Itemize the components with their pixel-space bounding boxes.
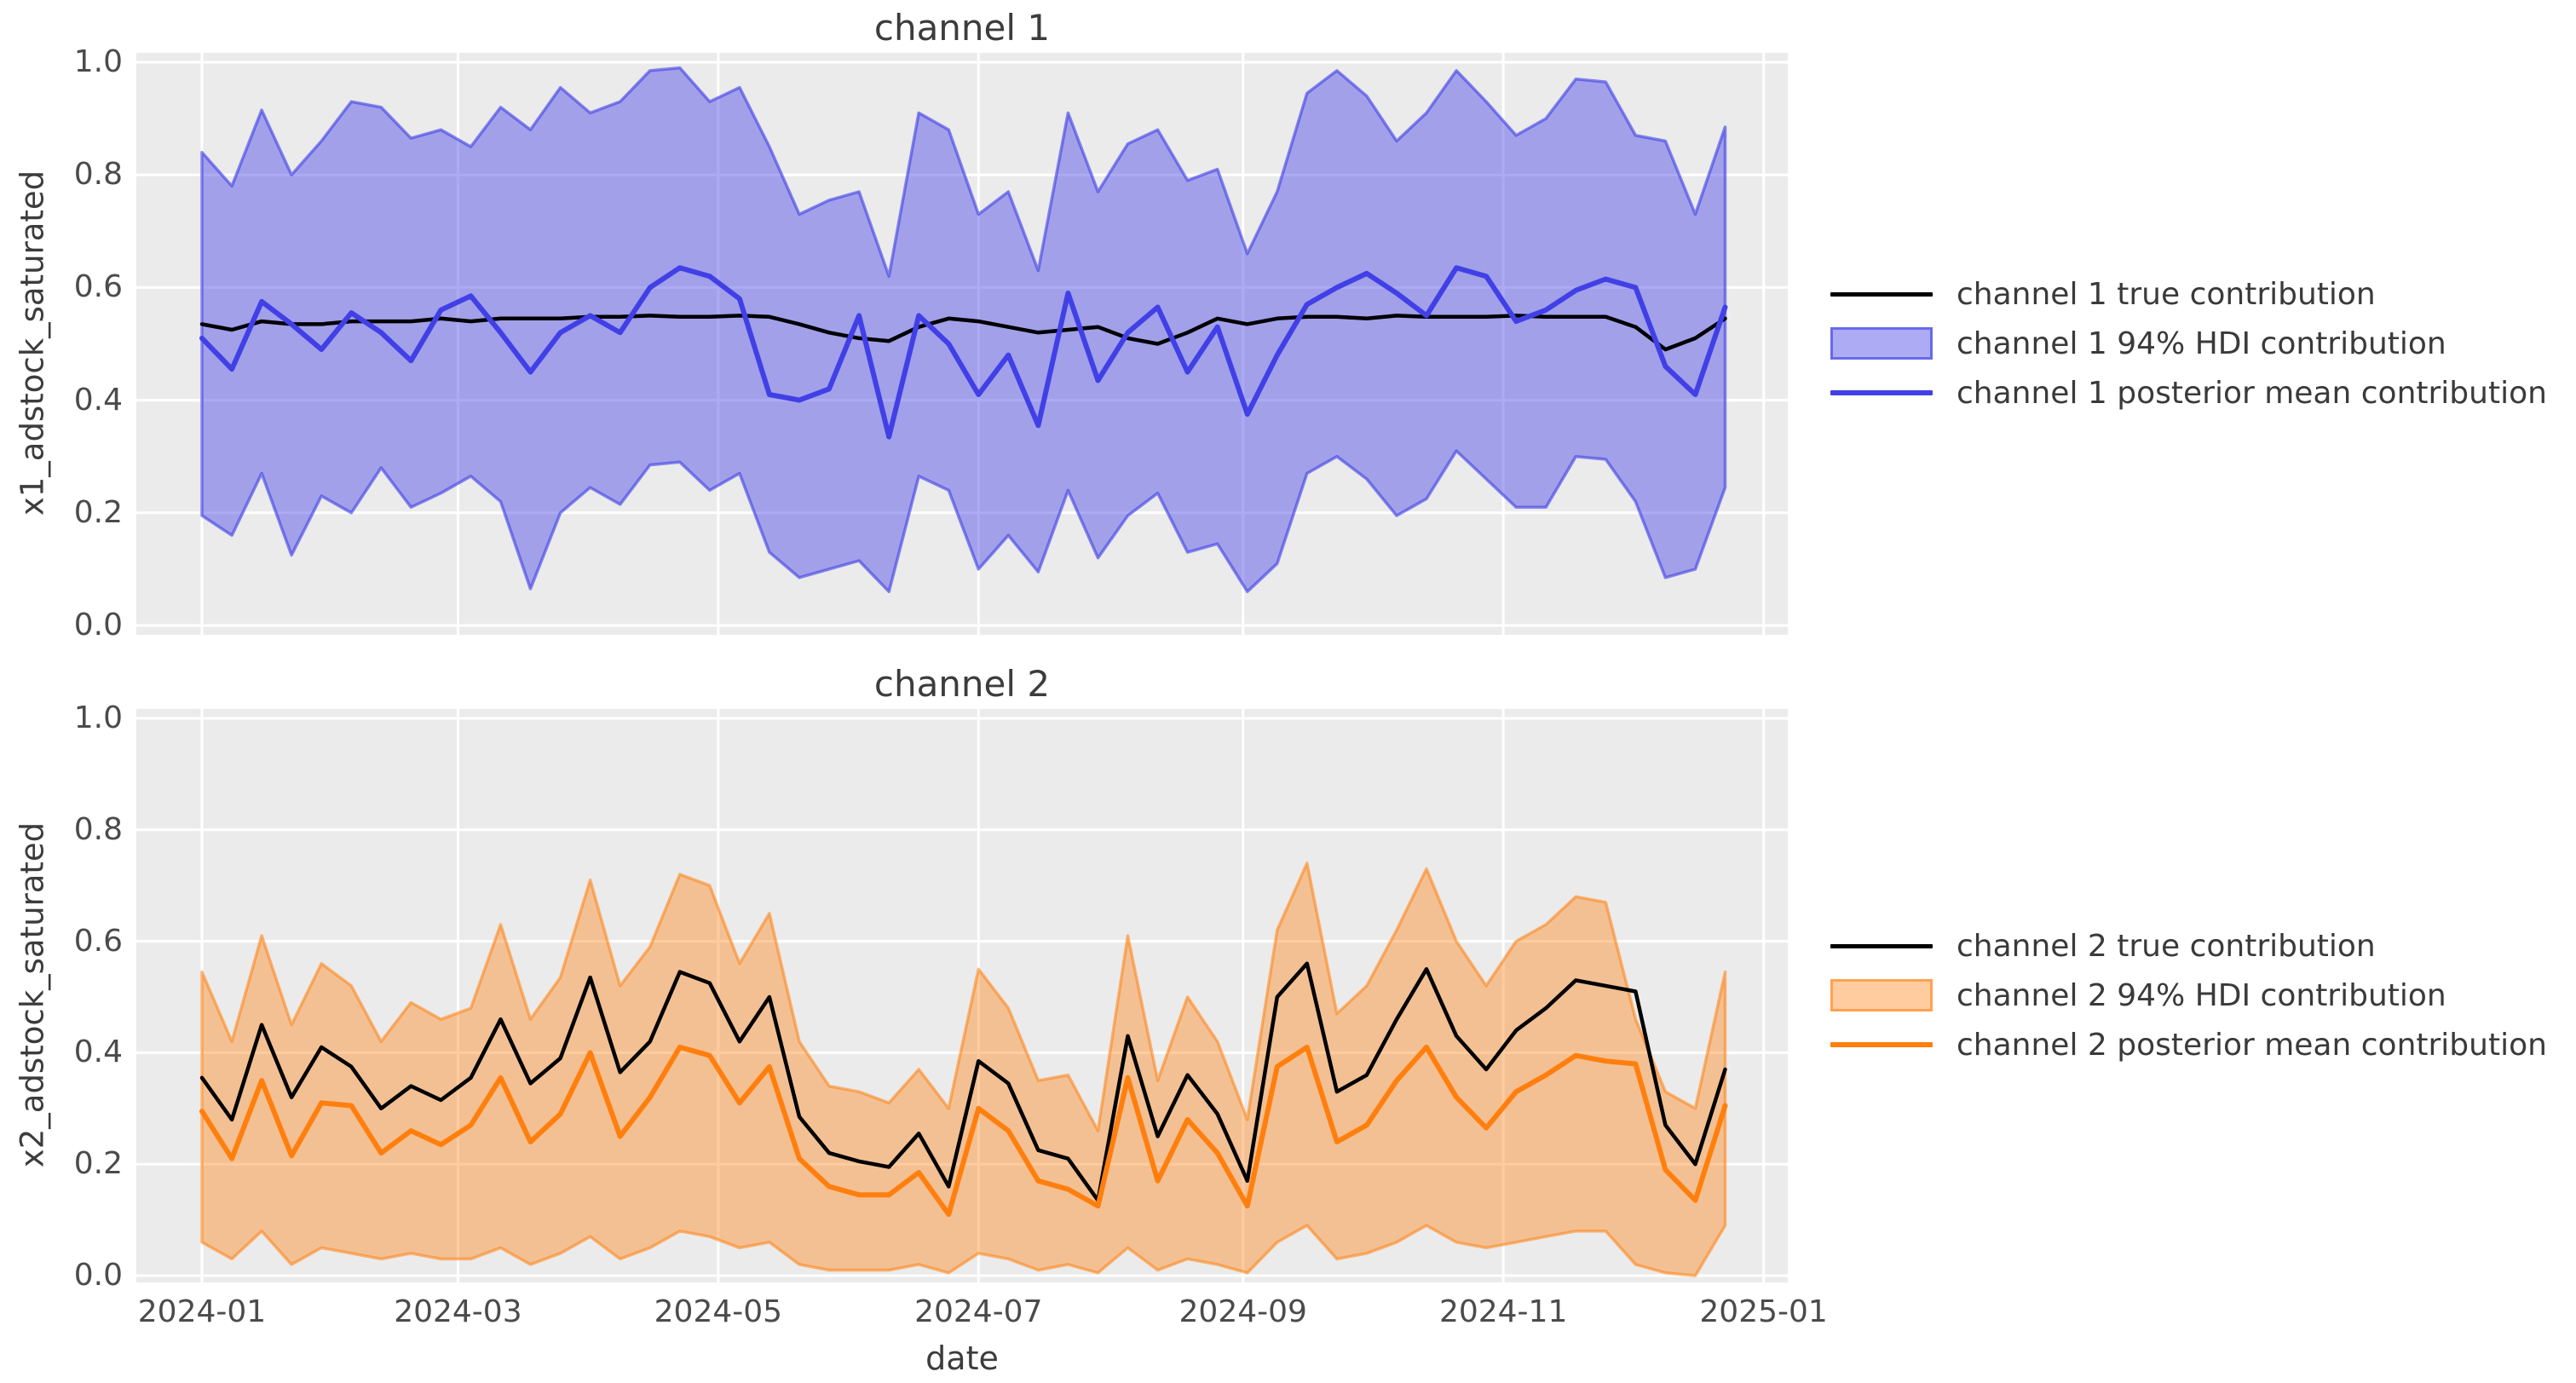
legend-line-swatch <box>1830 1042 1933 1047</box>
legend-label: channel 2 posterior mean contribution <box>1956 1027 2547 1063</box>
legend-patch-swatch <box>1830 979 1933 1011</box>
legend-item-true: channel 1 true contribution <box>1830 269 2547 319</box>
posterior-mean-line <box>199 265 1728 440</box>
y-tick-label: 0.8 <box>73 811 123 847</box>
x-tick-label: 2025-01 <box>1699 1294 1828 1329</box>
true-contribution-line <box>199 961 1727 1202</box>
axes-background <box>136 709 1788 1282</box>
x-tick-label: 2024-05 <box>654 1294 783 1329</box>
legend-label: channel 2 true contribution <box>1956 928 2376 964</box>
y-tick-label: 1.0 <box>73 44 123 79</box>
posterior-mean-line <box>199 1044 1728 1218</box>
x-tick-label: 2024-01 <box>137 1294 267 1329</box>
legend-item-posterior-mean: channel 1 posterior mean contribution <box>1830 368 2547 418</box>
x-axis-label: date <box>925 1340 999 1377</box>
legend-label: channel 1 94% HDI contribution <box>1956 326 2446 361</box>
legend-item-posterior-mean: channel 2 posterior mean contribution <box>1830 1020 2547 1069</box>
y-tick-label: 0.6 <box>73 923 123 959</box>
y-tick-label: 0.4 <box>73 382 123 418</box>
legend-line-swatch <box>1830 390 1933 395</box>
legend-label: channel 1 true contribution <box>1956 276 2376 312</box>
subplot1-title: channel 1 <box>873 7 1051 49</box>
x-tick-label: 2024-03 <box>394 1294 522 1329</box>
legend-item-true: channel 2 true contribution <box>1830 921 2547 971</box>
axes-background <box>136 53 1788 635</box>
legend-label: channel 1 posterior mean contribution <box>1956 375 2547 411</box>
legend-channel-2: channel 2 true contribution channel 2 94… <box>1830 921 2547 1069</box>
y-tick-label: 0.6 <box>73 269 123 305</box>
legend-item-hdi: channel 2 94% HDI contribution <box>1830 971 2547 1020</box>
x-tick-label: 2024-11 <box>1438 1294 1568 1329</box>
subplot-2 <box>136 709 1788 1282</box>
x-tick-label: 2024-07 <box>914 1294 1043 1329</box>
y-tick-label: 1.0 <box>73 700 123 735</box>
legend-label: channel 2 94% HDI contribution <box>1956 977 2446 1013</box>
y-tick-label: 0.4 <box>73 1034 123 1070</box>
gridlines <box>136 53 1788 635</box>
subplot2-ylabel: x2_adstock_saturated <box>14 821 51 1168</box>
true-contribution-line <box>199 314 1727 352</box>
y-tick-label: 0.2 <box>73 494 123 530</box>
y-tick-label: 0.2 <box>73 1146 123 1182</box>
y-tick-label: 0.0 <box>73 608 123 643</box>
y-tick-label: 0.8 <box>73 157 123 193</box>
hdi-band <box>200 66 1727 594</box>
legend-item-hdi: channel 1 94% HDI contribution <box>1830 319 2547 368</box>
legend-channel-1: channel 1 true contribution channel 1 94… <box>1830 269 2547 418</box>
legend-patch-swatch <box>1830 327 1933 360</box>
subplot1-ylabel: x1_adstock_saturated <box>14 170 51 516</box>
legend-line-swatch <box>1830 291 1933 297</box>
x-tick-label: 2024-09 <box>1179 1294 1307 1329</box>
subplot2-title: channel 2 <box>873 663 1051 705</box>
hdi-band <box>200 861 1727 1277</box>
subplot-1 <box>136 53 1788 635</box>
legend-line-swatch <box>1830 943 1933 948</box>
y-tick-label: 0.0 <box>73 1258 123 1293</box>
